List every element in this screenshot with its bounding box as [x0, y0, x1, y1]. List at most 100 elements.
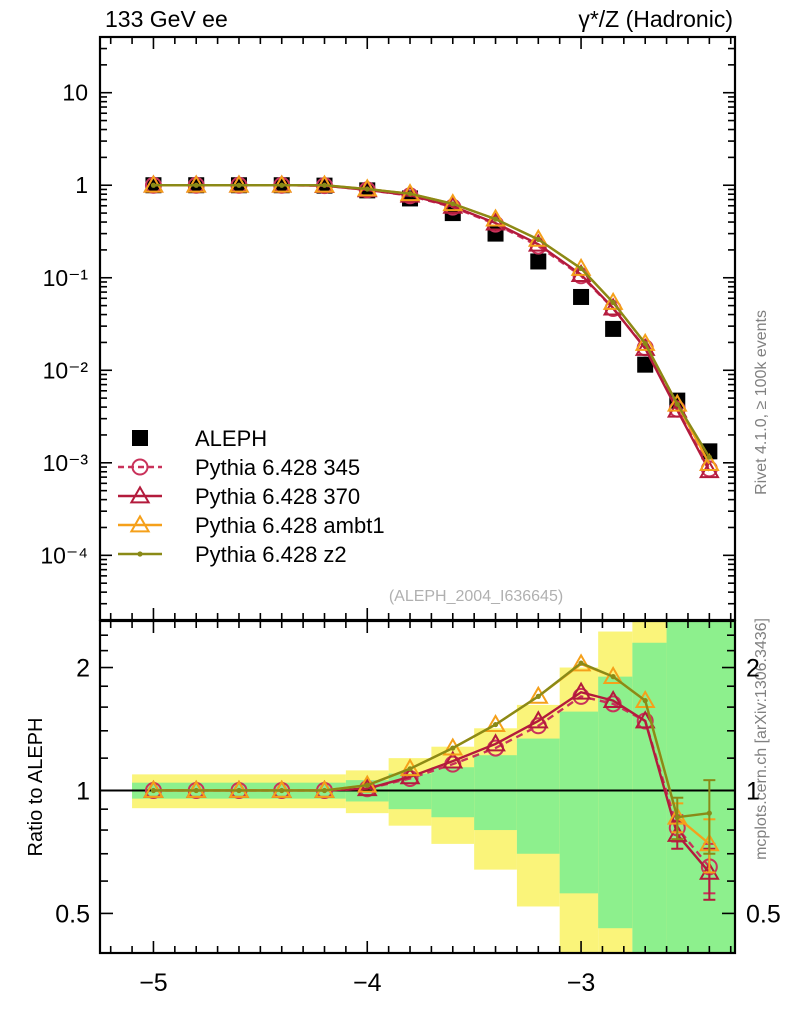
marker-open-triangle [570, 653, 592, 672]
marker-open-triangle [527, 685, 549, 704]
marker-dot [407, 766, 413, 772]
main-y-tick-label: 10⁻³ [43, 450, 89, 476]
legend-label: ALEPH [195, 426, 267, 451]
legend-entry[interactable]: Pythia 6.428 370 [118, 484, 360, 509]
marker-filled-square [132, 430, 148, 446]
marker-dot [150, 182, 157, 188]
marker-dot [578, 265, 584, 272]
ratio-y-tick-label-right: 1 [746, 777, 760, 805]
band-inner-bin [559, 711, 599, 894]
ratio-axis-label: Ratio to ALEPH [25, 718, 47, 857]
marker-open-triangle [634, 337, 656, 356]
legend: ALEPH Pythia 6.428 345 Pythia 6.428 370 Pyt… [118, 426, 385, 567]
marker-dot [706, 454, 712, 460]
marker-filled-square [605, 320, 622, 337]
marker-dot [193, 787, 199, 794]
legend-label: Pythia 6.428 ambt1 [195, 513, 385, 538]
marker-dot [450, 745, 456, 751]
marker-dot [321, 787, 328, 794]
marker-open-triangle [602, 689, 624, 708]
marker-filled-square [637, 356, 654, 373]
main-y-tick-label: 1 [75, 172, 88, 198]
ratio-uncertainty-bands [132, 621, 735, 953]
legend-label: Pythia 6.428 z2 [195, 542, 347, 567]
main-panel-ticks [100, 37, 735, 620]
band-inner-bin [516, 738, 560, 854]
marker-open-triangle [485, 733, 506, 752]
marker-dot [674, 401, 680, 407]
marker-open-triangle [698, 861, 720, 880]
marker-dot [706, 810, 712, 816]
marker-dot [610, 674, 616, 680]
legend-entry[interactable]: Pythia 6.428 ambt1 [118, 513, 385, 538]
band-inner-bin [598, 676, 633, 929]
marker-open-triangle [698, 452, 720, 471]
band-inner-bin [632, 642, 667, 953]
marker-dot [236, 787, 242, 794]
marker-open-triangle [356, 778, 378, 797]
main-panel-series [143, 174, 720, 479]
marker-open-triangle [666, 823, 688, 842]
legend-label: Pythia 6.428 370 [195, 484, 360, 509]
ratio-y-tick-label: 1 [76, 777, 90, 805]
series-0 [145, 177, 718, 460]
series-line [153, 184, 711, 458]
marker-filled-square [530, 253, 547, 270]
main-y-tick-label: 10⁻¹ [43, 265, 89, 291]
legend-entry[interactable]: ALEPH [132, 426, 267, 451]
marker-open-triangle [666, 393, 688, 412]
marker-dot [193, 182, 199, 188]
marker-dot [642, 697, 648, 704]
marker-filled-square [573, 288, 590, 305]
x-tick-label: −5 [139, 969, 168, 997]
marker-dot [137, 551, 143, 557]
marker-open-triangle [570, 681, 592, 700]
main-y-tick-label: 10 [62, 80, 88, 106]
marker-open-triangle [485, 713, 506, 732]
marker-open-triangle [634, 689, 656, 708]
ratio-y-tick-label: 0.5 [55, 900, 90, 928]
marker-open-triangle [129, 514, 151, 533]
ratio-y-tick-label-right: 2 [746, 655, 760, 683]
legend-entry[interactable]: Pythia 6.428 345 [118, 455, 360, 480]
main-y-tick-label: 10⁻⁴ [40, 542, 88, 568]
marker-dot [364, 782, 370, 788]
band-inner-bin [431, 767, 475, 818]
header-left-label: 133 GeV ee [105, 6, 228, 32]
marker-dot [674, 814, 680, 820]
marker-dot [279, 787, 285, 794]
x-tick-label: −4 [353, 969, 382, 997]
band-inner-bin [474, 755, 517, 831]
marker-dot [279, 182, 285, 188]
marker-dot [610, 299, 616, 306]
side-label-mcplots: mcplots.cern.ch [arXiv:1306.3436] [753, 618, 770, 860]
marker-dot [642, 340, 648, 347]
marker-open-triangle [570, 257, 592, 276]
legend-entry[interactable]: Pythia 6.428 z2 [118, 542, 347, 567]
ratio-panel-series [143, 653, 720, 901]
ratio-series-4 [150, 660, 716, 855]
header-right-label: γ*/Z (Hadronic) [578, 6, 733, 32]
ratio-y-tick-label: 2 [76, 655, 90, 683]
marker-dot [150, 787, 157, 794]
marker-dot [407, 191, 413, 197]
marker-dot [492, 216, 499, 222]
marker-dot [321, 182, 328, 188]
marker-dot [236, 182, 242, 188]
ratio-panel-frame [98, 619, 737, 955]
marker-dot [535, 693, 541, 699]
marker-dot [535, 236, 541, 242]
marker-open-triangle [527, 710, 549, 729]
marker-open-circle [131, 458, 149, 476]
ratio-y-tick-label-right: 0.5 [746, 900, 781, 928]
analysis-watermark: (ALEPH_2004_I636645) [389, 588, 563, 605]
marker-open-triangle [602, 291, 624, 310]
marker-dot [364, 186, 370, 192]
marker-dot [578, 660, 584, 666]
marker-open-triangle [634, 332, 656, 351]
marker-dot [492, 721, 499, 728]
x-tick-label: −3 [567, 969, 596, 997]
series-4 [150, 182, 712, 460]
